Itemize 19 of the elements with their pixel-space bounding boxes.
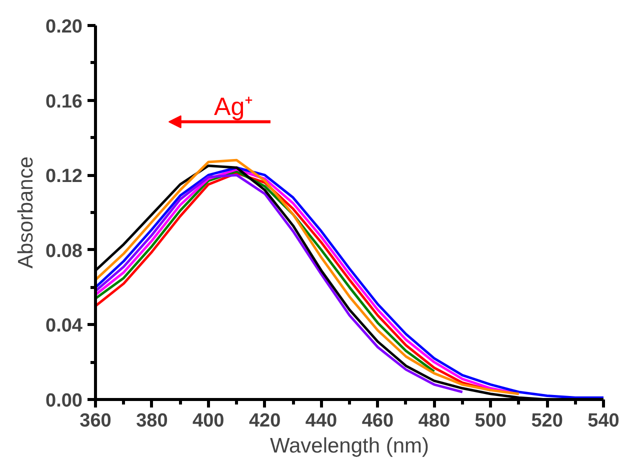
x-tick-label: 540 xyxy=(588,410,620,432)
x-tick-label: 380 xyxy=(136,410,168,432)
x-tick-label: 440 xyxy=(305,410,338,432)
y-tick-label: 0.20 xyxy=(46,16,83,38)
y-tick-label: 0.00 xyxy=(46,390,83,412)
x-tick-label: 360 xyxy=(80,410,112,432)
x-tick-label: 520 xyxy=(531,410,563,432)
y-tick-label: 0.08 xyxy=(46,240,83,262)
x-tick-label: 420 xyxy=(248,410,281,432)
y-axis-title: Absorbance xyxy=(14,156,38,269)
x-tick-label: 400 xyxy=(192,410,224,432)
annotation: Ag⁺ xyxy=(214,92,253,121)
x-axis-title: Wavelength (nm) xyxy=(270,434,430,458)
y-tick-label: 0.12 xyxy=(46,166,83,188)
y-tick-label: 0.04 xyxy=(46,316,83,337)
x-tick-label: 500 xyxy=(474,410,506,432)
x-tick-label: 480 xyxy=(418,410,450,432)
y-tick-label: 0.16 xyxy=(46,91,83,112)
x-tick-label: 460 xyxy=(362,410,394,432)
